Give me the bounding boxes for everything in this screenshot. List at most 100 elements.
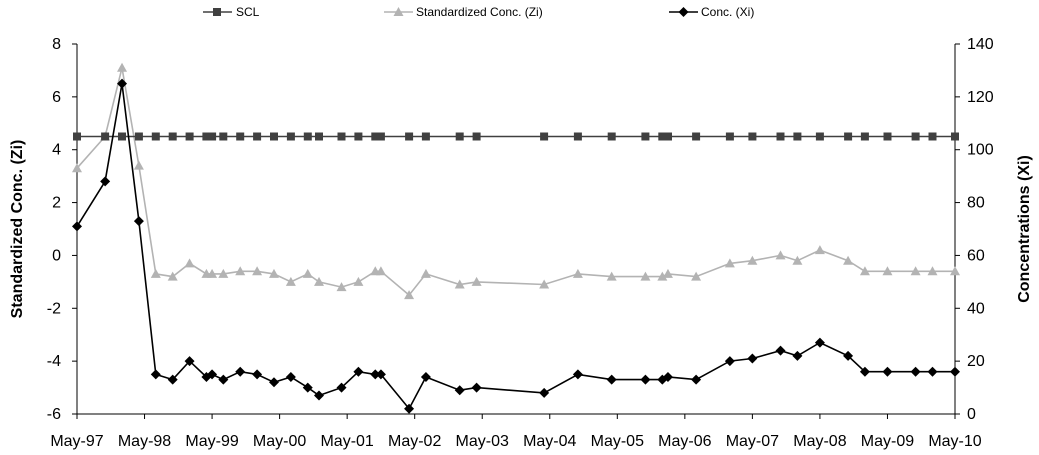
data-point-xi xyxy=(927,366,938,377)
data-point-xi xyxy=(370,369,381,380)
data-point-scl xyxy=(376,132,385,141)
data-point-zi xyxy=(539,279,550,289)
legend-label-xi: Conc. (Xi) xyxy=(701,5,754,19)
x-tick-label: May-00 xyxy=(253,433,306,450)
data-point-xi xyxy=(775,345,786,356)
data-point-zi xyxy=(218,268,229,278)
data-point-xi xyxy=(302,382,313,393)
data-point-scl xyxy=(405,132,414,141)
right-tick-label: 20 xyxy=(967,353,985,370)
data-point-xi xyxy=(792,350,803,361)
right-tick-label: 140 xyxy=(967,36,994,53)
data-point-scl xyxy=(658,132,667,141)
data-point-xi xyxy=(72,221,82,232)
data-point-zi xyxy=(454,279,465,289)
x-tick-label: May-97 xyxy=(50,433,103,450)
data-point-xi xyxy=(572,369,583,380)
data-point-xi xyxy=(747,353,758,364)
data-point-xi xyxy=(167,374,178,385)
data-point-zi xyxy=(724,258,735,268)
x-tick-label: May-08 xyxy=(793,433,846,450)
data-point-zi xyxy=(471,276,482,286)
data-point-scl xyxy=(860,132,869,141)
data-point-scl xyxy=(815,132,824,141)
data-point-zi xyxy=(302,268,313,278)
data-point-scl xyxy=(168,132,177,141)
x-tick-label: May-09 xyxy=(861,433,914,450)
data-point-scl xyxy=(455,132,464,141)
left-tick-label: -2 xyxy=(47,300,61,317)
data-point-zi xyxy=(353,276,364,286)
data-point-xi xyxy=(843,350,854,361)
legend-marker-xi xyxy=(678,7,689,17)
data-point-zi xyxy=(792,255,803,265)
data-point-xi xyxy=(640,374,651,385)
data-point-scl xyxy=(911,132,920,141)
left-tick-label: -6 xyxy=(47,406,61,423)
data-point-zi xyxy=(640,271,651,281)
data-point-scl xyxy=(208,132,217,141)
data-point-xi xyxy=(454,385,465,396)
data-point-scl xyxy=(883,132,892,141)
plot-area xyxy=(76,44,956,415)
legend-marker-zi xyxy=(393,7,404,16)
data-point-zi xyxy=(691,271,702,281)
data-point-scl xyxy=(540,132,549,141)
data-point-xi xyxy=(814,337,825,348)
data-point-zi xyxy=(235,266,246,276)
data-point-zi xyxy=(72,163,82,173)
data-point-zi xyxy=(252,266,263,276)
data-point-xi xyxy=(404,403,415,414)
data-point-scl xyxy=(692,132,701,141)
data-point-zi xyxy=(184,258,195,268)
data-point-xi xyxy=(724,356,735,367)
x-axis-ticks: May-97 May-98 May-99 May-00 May-01 May-02 May-… xyxy=(50,414,982,450)
right-tick-label: 120 xyxy=(967,89,994,106)
legend: SCL Standardized Conc. (Zi) Conc. (Xi) xyxy=(203,5,754,19)
data-point-xi xyxy=(336,382,347,393)
data-point-xi xyxy=(882,366,893,377)
data-point-xi xyxy=(285,372,296,382)
right-axis-title: Concentrations (Xi) xyxy=(1016,155,1033,303)
left-tick-label: 6 xyxy=(52,89,61,106)
data-point-scl xyxy=(253,132,262,141)
data-point-xi xyxy=(950,366,960,377)
data-point-xi xyxy=(235,366,246,377)
data-point-zi xyxy=(404,290,415,300)
data-point-xi xyxy=(150,369,161,380)
data-point-scl xyxy=(151,132,160,141)
data-point-xi xyxy=(353,366,364,377)
data-point-xi xyxy=(606,374,617,385)
data-point-scl xyxy=(472,132,481,141)
x-tick-label: May-10 xyxy=(928,433,981,450)
data-point-scl xyxy=(202,132,211,141)
data-point-zi xyxy=(167,271,178,281)
data-point-xi xyxy=(314,390,325,401)
data-point-zi xyxy=(268,268,279,278)
data-point-xi xyxy=(662,372,673,382)
data-point-zi xyxy=(375,266,386,276)
data-point-xi xyxy=(375,369,386,380)
data-point-xi xyxy=(252,369,263,380)
data-point-scl xyxy=(219,132,228,141)
data-point-xi xyxy=(539,387,550,398)
right-tick-label: 40 xyxy=(967,300,985,317)
data-point-zi xyxy=(207,268,218,278)
data-point-scl xyxy=(951,132,959,141)
data-point-scl xyxy=(101,132,110,141)
data-point-zi xyxy=(314,276,325,286)
data-point-scl xyxy=(607,132,616,141)
data-point-zi xyxy=(747,255,758,265)
data-point-zi xyxy=(285,276,296,286)
data-point-scl xyxy=(303,132,312,141)
data-point-scl xyxy=(371,132,380,141)
data-point-zi xyxy=(814,245,825,255)
data-point-zi xyxy=(927,266,938,276)
legend-label-scl: SCL xyxy=(236,5,260,19)
data-point-xi xyxy=(859,366,870,377)
data-point-scl xyxy=(641,132,650,141)
data-point-xi xyxy=(268,377,279,388)
data-point-zi xyxy=(657,271,668,281)
data-point-scl xyxy=(270,132,278,141)
